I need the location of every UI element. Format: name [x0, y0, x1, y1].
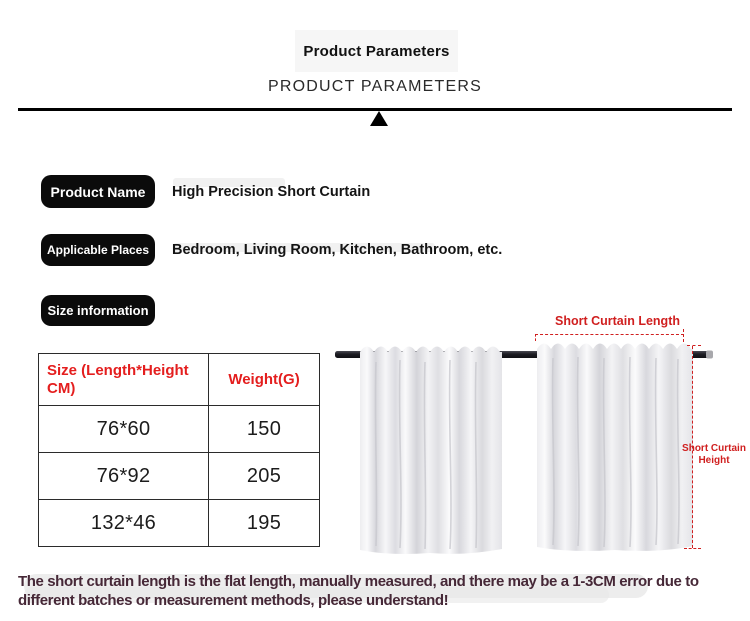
product-name-value: High Precision Short Curtain	[172, 183, 371, 200]
rod-end-cap	[706, 350, 713, 359]
product-name-pill: Product Name	[41, 175, 155, 208]
product-name-label: Product Name	[50, 183, 146, 200]
curtain-panel-right	[537, 343, 693, 551]
curtain-illustration	[335, 343, 713, 554]
table-header-row: Size (Length*Height CM) Weight(G)	[38, 353, 320, 406]
height-annotation-label: Short Curtain Height	[682, 443, 746, 466]
height-dashed-line	[692, 346, 693, 548]
length-tick-right	[683, 329, 684, 342]
height-tick-top	[687, 345, 701, 346]
footnote-highlight-bar	[24, 587, 609, 603]
curtain-panel-left	[360, 346, 502, 554]
height-tick-bottom	[684, 548, 701, 549]
table-row: 132*46 195	[38, 499, 320, 547]
table-row: 76*60 150	[38, 405, 320, 453]
applicable-places-pill: Applicable Places	[41, 234, 155, 266]
footnote-text: The short curtain length is the flat len…	[18, 573, 699, 609]
applicable-places-label: Applicable Places	[46, 243, 150, 257]
size-information-pill: Size information	[41, 295, 155, 326]
title-badge-text: Product Parameters	[303, 42, 450, 60]
size-cell: 76*92	[38, 452, 209, 500]
length-tick-left	[535, 334, 536, 341]
table-row: 76*92 205	[38, 452, 320, 500]
divider-line	[18, 108, 732, 111]
weight-cell: 195	[208, 499, 320, 547]
length-dashed-line	[535, 334, 684, 335]
weight-cell: 150	[208, 405, 320, 453]
size-weight-table: Size (Length*Height CM) Weight(G) 76*60 …	[38, 353, 320, 547]
weight-cell: 205	[208, 452, 320, 500]
title-badge: Product Parameters	[295, 30, 458, 72]
size-cell: 76*60	[38, 405, 209, 453]
page-title: PRODUCT PARAMETERS	[268, 78, 482, 95]
table-header-size: Size (Length*Height CM)	[38, 353, 209, 406]
size-information-label: Size information	[47, 303, 149, 318]
table-header-weight: Weight(G)	[208, 353, 320, 406]
size-cell: 132*46	[38, 499, 209, 547]
highlight-bar	[173, 243, 435, 252]
applicable-places-value: Bedroom, Living Room, Kitchen, Bathroom,…	[172, 242, 503, 258]
length-annotation-label: Short Curtain Length	[555, 314, 680, 328]
highlight-bar	[173, 178, 285, 187]
pointer-triangle-icon	[370, 111, 388, 126]
